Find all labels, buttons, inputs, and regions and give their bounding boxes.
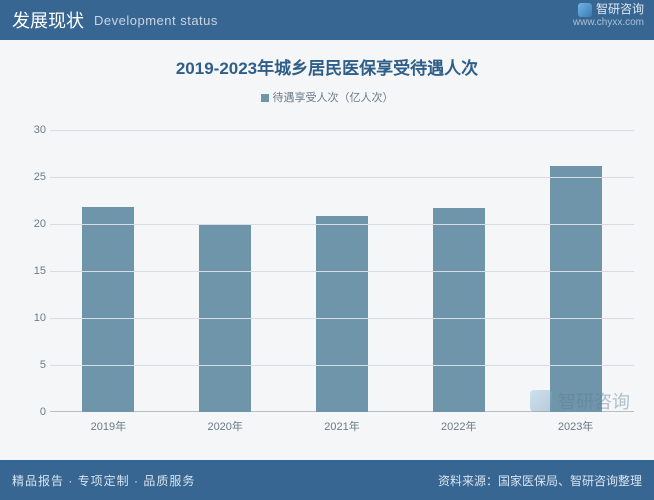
brand-url: www.chyxx.com [573,17,644,29]
footer-right: 资料来源：国家医保局、智研咨询整理 [438,472,642,489]
x-tick-label: 2021年 [324,418,359,434]
watermark-text: 智研咨询 [558,388,630,414]
y-tick-label: 10 [20,312,46,324]
brand-block: 智研咨询 www.chyxx.com [573,3,644,29]
bar [550,166,602,412]
x-tick-label: 2022年 [441,418,476,434]
bar [82,207,134,412]
y-tick-label: 5 [20,359,46,371]
y-tick-label: 20 [20,218,46,230]
chart-title: 2019-2023年城乡居民医保享受待遇人次 [0,40,654,79]
bar [433,208,485,412]
footer-bar: 精品报告 · 专项定制 · 品质服务 资料来源：国家医保局、智研咨询整理 [0,460,654,500]
watermark: 智研咨询 [530,388,630,414]
grid-line [50,318,634,319]
watermark-logo-icon [530,390,552,412]
legend-label: 待遇享受人次（亿人次） [273,92,394,104]
y-tick-label: 30 [20,124,46,136]
grid-line [50,271,634,272]
x-tick-label: 2019年 [91,418,126,434]
chart-legend: 待遇享受人次（亿人次） [0,89,654,105]
chart-plot-area: 2019年2020年2021年2022年2023年 051015202530 [50,130,634,412]
header-title-cn: 发展现状 [12,7,84,33]
y-tick-label: 25 [20,171,46,183]
grid-line [50,130,634,131]
bar [316,216,368,412]
brand-logo-icon [578,3,592,17]
brand-name: 智研咨询 [596,3,644,17]
chart-container: 2019-2023年城乡居民医保享受待遇人次 待遇享受人次（亿人次） 2019年… [0,40,654,460]
x-tick-label: 2020年 [207,418,242,434]
header-title-en: Development status [94,13,218,28]
grid-line [50,177,634,178]
y-tick-label: 0 [20,406,46,418]
footer-left: 精品报告 · 专项定制 · 品质服务 [12,472,195,489]
header-bar: 发展现状 Development status 智研咨询 www.chyxx.c… [0,0,654,40]
x-tick-label: 2023年 [558,418,593,434]
grid-line [50,365,634,366]
legend-swatch [261,94,269,102]
grid-line [50,224,634,225]
y-tick-label: 15 [20,265,46,277]
